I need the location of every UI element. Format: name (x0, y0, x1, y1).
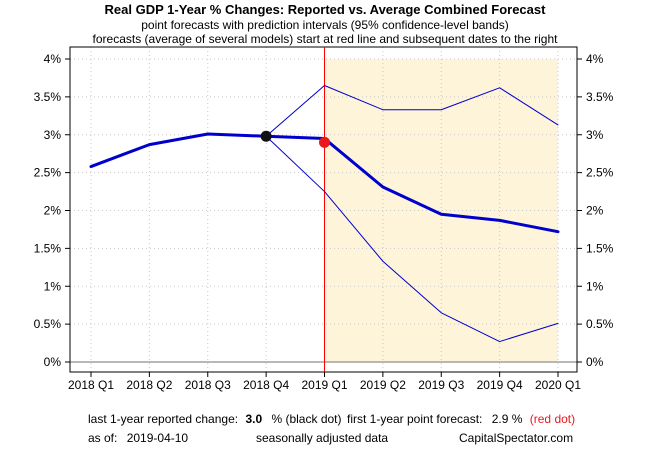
chart-title: Real GDP 1-Year % Changes: Reported vs. … (104, 2, 546, 17)
x-tick-label: 2019 Q4 (477, 378, 523, 392)
reported-change-label: last 1-year reported change: (88, 412, 239, 426)
forecast-note: first 1-year point forecast: 2.9 % (red … (347, 412, 575, 426)
x-tick-label: 2019 Q1 (301, 378, 347, 392)
chart-subtitle-2: forecasts (average of several models) st… (92, 32, 558, 46)
y-tick-label-right: 4% (586, 52, 604, 66)
forecast-value: 2.9 % (491, 412, 523, 426)
reported-change-value: 3.0 (245, 412, 263, 426)
y-tick-label-right: 2.5% (586, 166, 614, 180)
x-tick-label: 2018 Q4 (243, 378, 289, 392)
y-tick-label-right: 2% (586, 204, 604, 218)
y-tick-label-left: 3% (44, 128, 62, 142)
reported-change-note: last 1-year reported change: 3.0 % (blac… (88, 412, 342, 426)
y-tick-label-left: 1.5% (34, 241, 62, 255)
x-tick-label: 2019 Q2 (360, 378, 406, 392)
as-of-label: as of: (88, 431, 118, 445)
plot-frame (69, 46, 578, 373)
forecast-dot (319, 136, 330, 148)
y-tick-label-right: 0% (586, 355, 604, 369)
forecast-label: first 1-year point forecast: (347, 412, 483, 426)
x-tick-label: 2018 Q1 (68, 378, 114, 392)
seasonal-note: seasonally adjusted data (256, 431, 389, 445)
y-tick-label-left: 4% (44, 52, 62, 66)
y-tick-label-left: 0.5% (34, 317, 62, 331)
x-tick-label: 2019 Q3 (418, 378, 464, 392)
y-tick-label-right: 0.5% (586, 317, 614, 331)
reported-dot (260, 130, 272, 142)
as-of-value: 2019-04-10 (126, 431, 189, 445)
lower-band-line (265, 135, 559, 343)
y-tick-label-right: 1.5% (586, 241, 614, 255)
as-of-date: as of: 2019-04-10 (88, 431, 188, 445)
y-tick-label-left: 0% (44, 355, 62, 369)
y-tick-label-right: 3% (586, 128, 604, 142)
y-tick-label-left: 1% (44, 279, 62, 293)
y-tick-label-right: 3.5% (586, 90, 614, 104)
gdp-forecast-chart: 0% 0% 0.5% 0.5% 1% 1% 1.5% 1.5% 2% 2% 2.5% 2.5% 3% 3%… (34, 46, 614, 392)
x-tick-label: 2018 Q2 (126, 378, 172, 392)
y-tick-label-left: 2.5% (34, 166, 62, 180)
x-tick-label: 2018 Q3 (185, 378, 231, 392)
y-tick-label-right: 1% (586, 279, 604, 293)
chart-subtitle-1: point forecasts with prediction interval… (141, 18, 509, 32)
y-tick-label-left: 2% (44, 204, 62, 218)
forecast-dot-note: (red dot) (529, 412, 576, 426)
y-tick-label-left: 3.5% (34, 90, 62, 104)
source-credit: CapitalSpectator.com (459, 431, 574, 445)
upper-band-line (265, 85, 559, 137)
x-tick-label: 2020 Q1 (535, 378, 581, 392)
reported-change-unit: % (black dot) (271, 412, 342, 426)
